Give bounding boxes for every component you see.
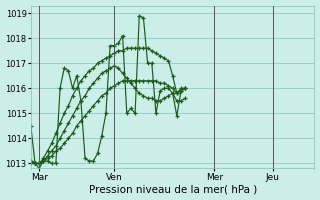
X-axis label: Pression niveau de la mer( hPa ): Pression niveau de la mer( hPa ) xyxy=(89,184,257,194)
